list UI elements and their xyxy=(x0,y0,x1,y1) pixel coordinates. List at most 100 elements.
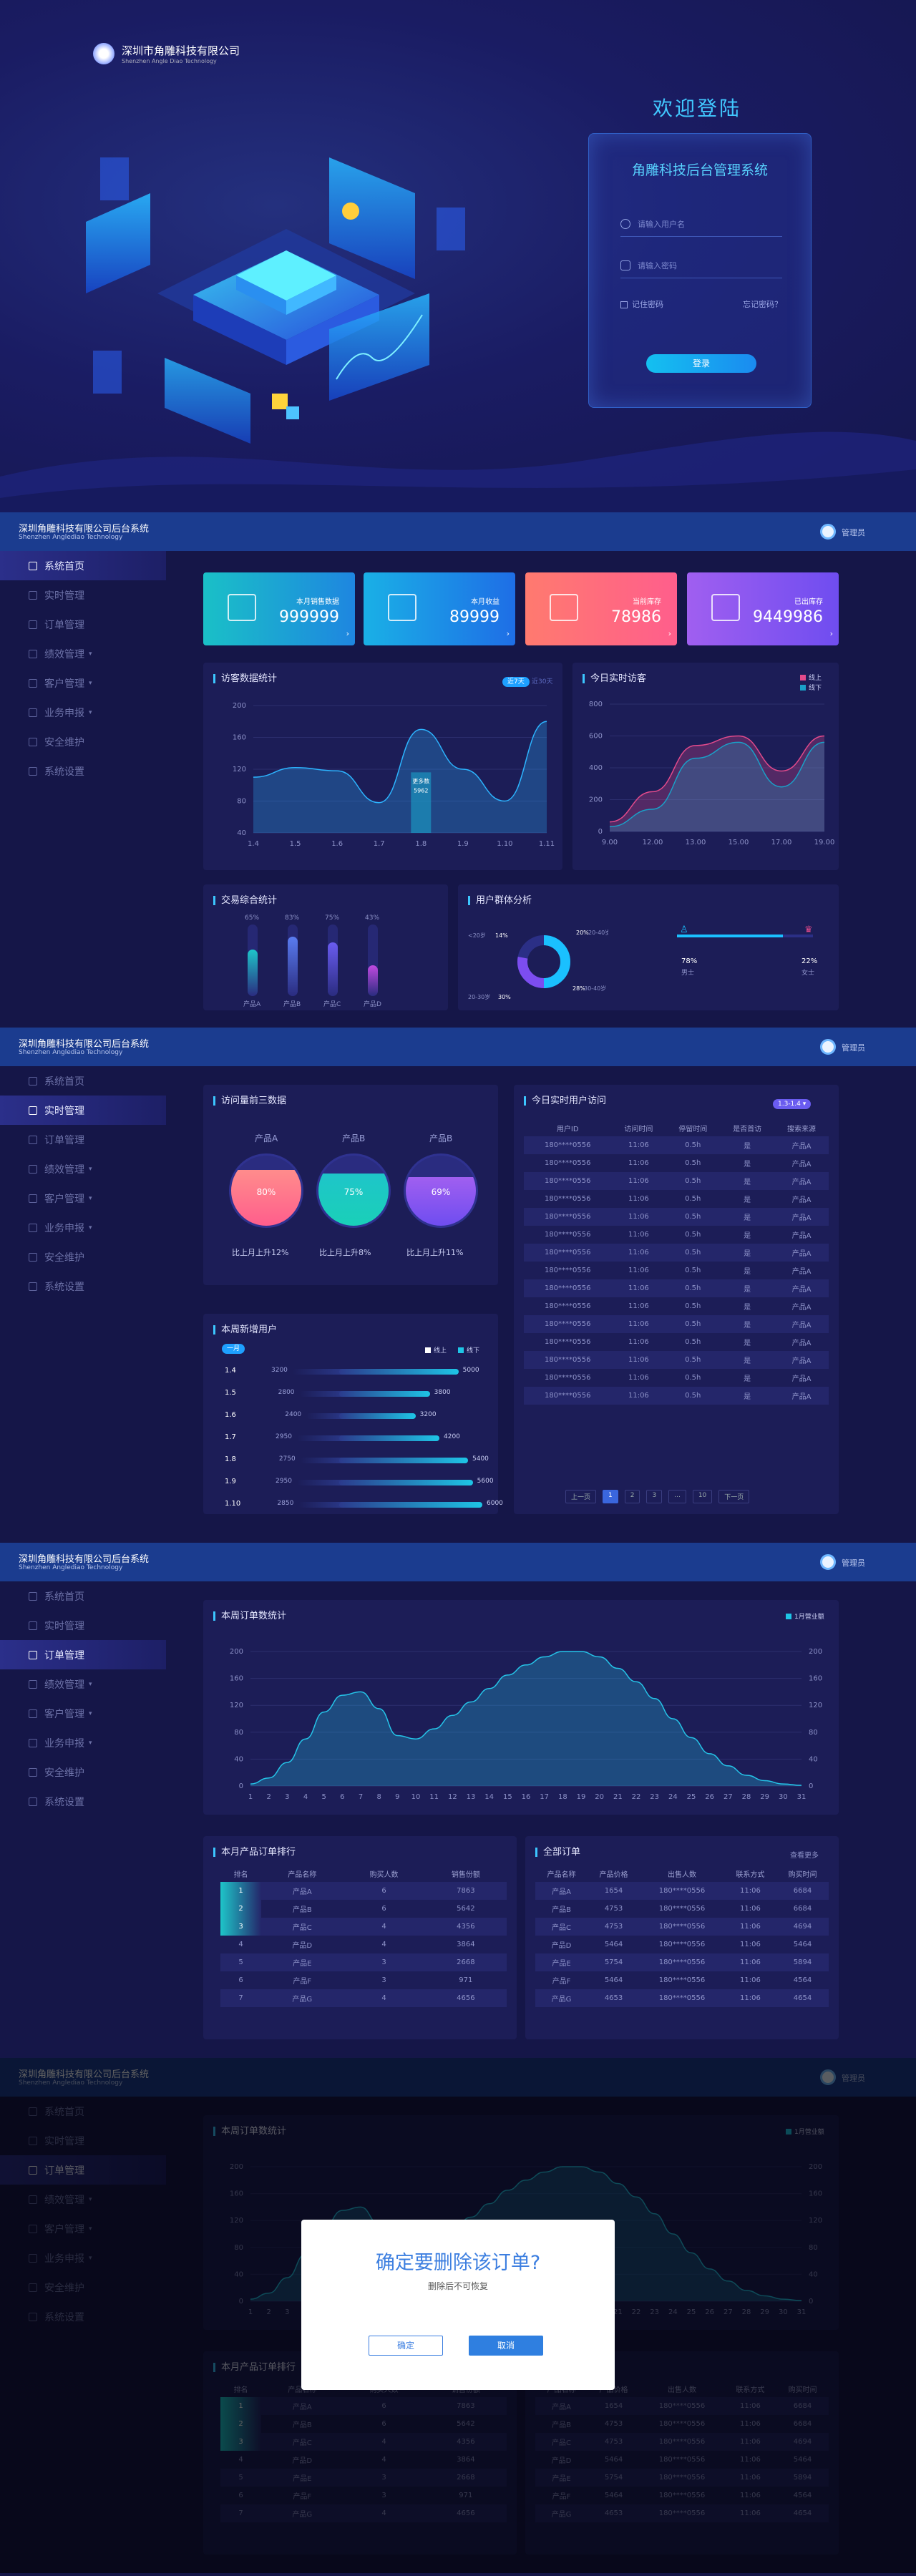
avatar[interactable] xyxy=(820,1554,836,1570)
user-name[interactable]: 管理员 xyxy=(842,1558,865,1568)
legend-label: 线下 xyxy=(809,685,822,692)
sidebar-item[interactable]: 订单管理 xyxy=(0,610,166,639)
avatar[interactable] xyxy=(820,524,836,540)
sidebar-item[interactable]: 绩效管理 ▾ xyxy=(0,1154,166,1184)
sidebar-item[interactable]: 订单管理 xyxy=(0,1640,166,1669)
login-button[interactable]: 登录 xyxy=(646,354,756,373)
page-button[interactable]: 3 xyxy=(646,1490,663,1503)
tab-7days[interactable]: 近7天 xyxy=(502,677,530,687)
user-name[interactable]: 管理员 xyxy=(842,528,865,537)
page-button[interactable]: 上一页 xyxy=(565,1490,597,1503)
view-more-link[interactable]: 查看更多 xyxy=(790,1852,819,1860)
table-row[interactable]: 产品F 5464 180****0556 11:06 4564 xyxy=(535,1971,829,1989)
page-button[interactable]: 1 xyxy=(603,1490,618,1503)
table-row[interactable]: 180****0556 11:06 0.5h 是产品A xyxy=(524,1208,829,1226)
sidebar-item[interactable]: 绩效管理 ▾ xyxy=(0,639,166,668)
sidebar-item[interactable]: 系统设置 xyxy=(0,1787,166,1816)
forgot-password-link[interactable]: 忘记密码？ xyxy=(743,300,782,309)
menu-icon xyxy=(29,1797,37,1806)
table-cell: 180****0556 xyxy=(544,1267,591,1274)
password-field[interactable]: 请输入密码 xyxy=(620,253,782,278)
table-cell: 180****0556 xyxy=(524,1387,612,1405)
sidebar-item[interactable]: 订单管理 xyxy=(0,1125,166,1154)
stat-card[interactable]: 当前库存 78986 › xyxy=(525,572,677,645)
avatar[interactable] xyxy=(820,1039,836,1055)
tab-30days[interactable]: 近30天 xyxy=(532,678,553,686)
user-name[interactable]: 管理员 xyxy=(842,1043,865,1053)
sidebar-item[interactable]: 系统首页 xyxy=(0,1581,166,1611)
remember-checkbox[interactable]: 记住密码 xyxy=(620,298,663,310)
table-row[interactable]: 2 产品B 6 5642 xyxy=(220,1900,507,1918)
background-wave xyxy=(0,431,916,512)
table-row[interactable]: 产品B 4753 180****0556 11:06 6684 xyxy=(535,1900,829,1918)
sidebar-item[interactable]: 实时管理 xyxy=(0,1096,166,1125)
table-row[interactable]: 180****0556 11:06 0.5h 是产品A xyxy=(524,1226,829,1244)
table-row[interactable]: 180****0556 11:06 0.5h 是产品A xyxy=(524,1154,829,1172)
date-range-dropdown[interactable]: 1.3-1.4 ▾ xyxy=(773,1099,812,1109)
table-row[interactable]: 180****0556 11:06 0.5h 是产品A xyxy=(524,1262,829,1279)
menu-icon xyxy=(29,1076,37,1085)
sidebar-item[interactable]: 系统首页 xyxy=(0,1066,166,1096)
sidebar-item-label: 订单管理 xyxy=(44,619,84,631)
table-row[interactable]: 180****0556 11:06 0.5h 是产品A xyxy=(524,1387,829,1405)
table-row[interactable]: 6 产品F 3 971 xyxy=(220,1971,507,1989)
sidebar-item[interactable]: 安全维护 xyxy=(0,1242,166,1272)
sidebar-item[interactable]: 客户管理 ▾ xyxy=(0,668,166,698)
month-tab[interactable]: 一月 xyxy=(222,1344,245,1354)
table-row[interactable]: 180****0556 11:06 0.5h 是产品A xyxy=(524,1279,829,1297)
sidebar-item[interactable]: 绩效管理 ▾ xyxy=(0,1669,166,1699)
sidebar-item[interactable]: 安全维护 xyxy=(0,727,166,756)
table-cell: 0.5h xyxy=(666,1172,721,1190)
sidebar-item[interactable]: 系统设置 xyxy=(0,756,166,786)
page-button[interactable]: ... xyxy=(668,1490,686,1503)
sidebar-item[interactable]: 业务申报 ▾ xyxy=(0,1728,166,1757)
sidebar-item[interactable]: 实时管理 xyxy=(0,1611,166,1640)
username-field[interactable]: 请输入用户名 xyxy=(620,211,782,237)
sidebar-item[interactable]: 系统设置 xyxy=(0,1272,166,1301)
x-tick-label: 10 xyxy=(411,1793,421,1801)
sidebar-item[interactable]: 系统首页 xyxy=(0,551,166,580)
week-date: 1.7 xyxy=(225,1433,236,1441)
table-row[interactable]: 180****0556 11:06 0.5h 是产品A xyxy=(524,1136,829,1154)
page-button[interactable]: 10 xyxy=(692,1490,713,1503)
table-row[interactable]: 180****0556 11:06 0.5h 是产品A xyxy=(524,1172,829,1190)
donut-slice xyxy=(517,935,570,988)
table-row[interactable]: 180****0556 11:06 0.5h 是产品A xyxy=(524,1351,829,1369)
trade-pct-label: 43% xyxy=(365,914,380,922)
sidebar-item[interactable]: 客户管理 ▾ xyxy=(0,1184,166,1213)
confirm-button[interactable]: 确定 xyxy=(369,2336,443,2356)
stat-card[interactable]: 本月收益 89999 › xyxy=(364,572,515,645)
menu-icon xyxy=(29,1282,37,1291)
page-button[interactable]: 下一页 xyxy=(718,1490,750,1503)
stat-card[interactable]: 本月销售数据 999999 › xyxy=(203,572,355,645)
sidebar-item[interactable]: 实时管理 xyxy=(0,580,166,610)
page-button[interactable]: 2 xyxy=(624,1490,640,1503)
sidebar-item[interactable]: 业务申报 ▾ xyxy=(0,698,166,727)
table-cell: 产品F xyxy=(552,1978,571,1986)
column-header: 是否首访 xyxy=(733,1125,762,1133)
table-row[interactable]: 4 产品D 4 3864 xyxy=(220,1936,507,1953)
table-row[interactable]: 180****0556 11:06 0.5h 是产品A xyxy=(524,1297,829,1315)
sidebar-item[interactable]: 安全维护 xyxy=(0,1757,166,1787)
user-icon xyxy=(620,218,630,229)
table-row[interactable]: 180****0556 11:06 0.5h 是产品A xyxy=(524,1190,829,1208)
table-row[interactable]: 180****0556 11:06 0.5h 是产品A xyxy=(524,1315,829,1333)
table-row[interactable]: 180****0556 11:06 0.5h 是产品A xyxy=(524,1369,829,1387)
stat-card[interactable]: 已出库存 9449986 › xyxy=(687,572,839,645)
table-row[interactable]: 产品D 5464 180****0556 11:06 5464 xyxy=(535,1936,829,1953)
sidebar-item[interactable]: 业务申报 ▾ xyxy=(0,1213,166,1242)
gender-bar-fill xyxy=(677,935,784,937)
cancel-button[interactable]: 取消 xyxy=(469,2336,543,2356)
sidebar-item[interactable]: 客户管理 ▾ xyxy=(0,1699,166,1728)
x-tick-label: 3 xyxy=(285,1793,289,1801)
table-row[interactable]: 180****0556 11:06 0.5h 是产品A xyxy=(524,1333,829,1351)
table-row[interactable]: 180****0556 11:06 0.5h 是产品A xyxy=(524,1244,829,1262)
